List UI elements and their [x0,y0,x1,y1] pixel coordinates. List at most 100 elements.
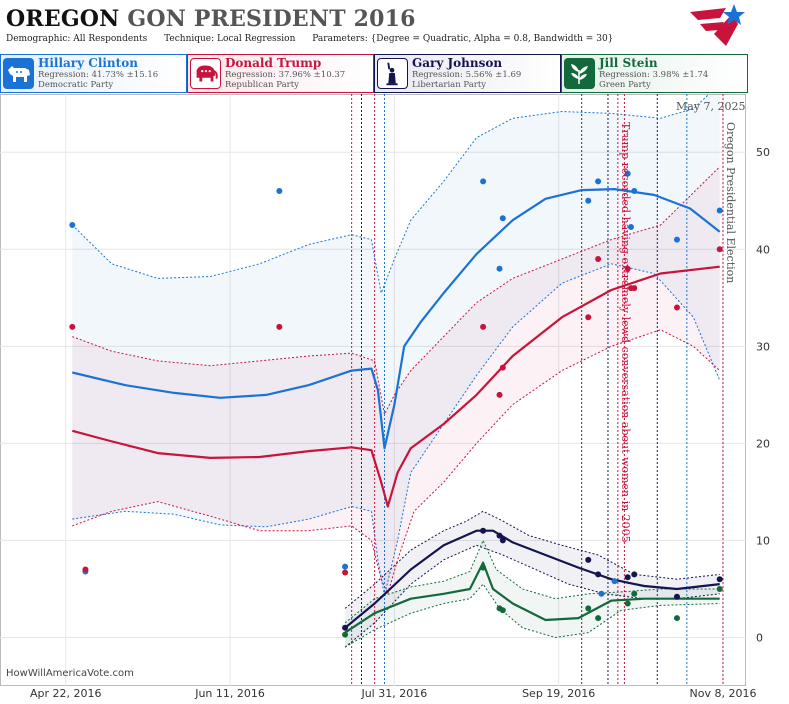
confidence-band [72,94,720,596]
trend-line [72,265,720,508]
poll-point [627,223,634,230]
poll-point [611,578,618,585]
header: OREGON GON PRESIDENT 2016 Demographic: A… [0,0,789,50]
site-footer[interactable]: HowWillAmericaVote.com [6,668,134,679]
upper-bound-line [71,94,710,295]
poll-point [716,585,723,592]
upper-bound-line [344,510,720,609]
poll-point [595,178,602,185]
trend-line [72,187,721,450]
candidate-card-johnson[interactable]: Gary Johnson Regression: 5.56% ±1.69 Lib… [374,54,561,93]
x-tick-label: Nov 8, 2016 [690,687,757,700]
candidate-regression: Regression: 5.56% ±1.69 [412,70,522,80]
confidence-band [345,540,720,648]
poll-point [624,600,631,607]
poll-point [480,564,487,571]
poll-point [585,605,592,612]
poll-point [631,188,638,195]
x-tick-label: Apr 22, 2016 [30,687,102,700]
x-tick-label: Jun 11, 2016 [194,687,265,700]
parameters-line: Demographic: All Respondents Technique: … [6,34,627,44]
x-tick-label: Sep 19, 2016 [522,687,595,700]
candidate-party: Libertarian Party [412,80,487,90]
poll-point [595,615,602,622]
trend-line [344,561,720,634]
candidate-name: Jill Stein [599,56,658,70]
poll-point [585,197,592,204]
poll-point [673,615,680,622]
poll-point [496,265,503,272]
poll-point [69,323,76,330]
candidate-name: Gary Johnson [412,56,503,70]
poll-point [595,571,602,578]
y-tick-label: 20 [756,437,770,450]
state-name: OREGON [6,6,120,32]
candidate-party: Republican Party [225,80,299,90]
site-logo-icon[interactable] [686,2,748,50]
date-stamp: May 7, 2025 [676,100,746,113]
poll-point [595,255,602,262]
candidate-card-stein[interactable]: Jill Stein Regression: 3.98% ±1.74 Green… [561,54,748,93]
y-tick-label: 40 [756,243,770,256]
candidate-regression: Regression: 3.98% ±1.74 [599,70,709,80]
candidate-name: Hillary Clinton [38,56,138,70]
confidence-band [72,166,720,594]
y-tick-label: 30 [756,340,770,353]
y-tick-label: 0 [756,631,763,644]
poll-point [82,566,89,573]
title-rest: GON PRESIDENT 2016 [127,6,416,32]
y-tick-label: 50 [756,146,770,159]
poll-point [631,285,638,292]
poll-point [342,624,349,631]
poll-point [480,323,487,330]
poll-point [496,391,503,398]
poll-point [624,265,631,272]
donkey-icon [3,58,34,89]
x-tick-label: Jul 31, 2016 [360,687,427,700]
leaf-icon [564,58,595,89]
poll-point [499,364,506,371]
poll-point [480,178,487,185]
poll-point [631,571,638,578]
poll-point [673,304,680,311]
liberty-statue-icon [377,58,408,89]
upper-bound-line [344,539,720,624]
poll-point [496,532,503,539]
event-label: Oregon Presidential Election [724,122,737,283]
poll-point [673,593,680,600]
candidate-card-clinton[interactable]: Hillary Clinton Regression: 41.73% ±15.1… [0,54,187,93]
poll-point [480,527,487,534]
parameters-label: Parameters: {Degree = Quadratic, Alpha =… [312,34,614,44]
poll-point [585,556,592,563]
trend-line [344,529,720,629]
poll-point [276,188,283,195]
candidate-card-trump[interactable]: Donald Trump Regression: 37.96% ±10.37 R… [187,54,374,93]
poll-point [631,590,638,597]
poll-point [585,314,592,321]
poll-point [499,537,506,544]
poll-point [673,236,680,243]
candidate-regression: Regression: 41.73% ±15.16 [38,70,159,80]
poll-point [716,576,723,583]
page-title: OREGON GON PRESIDENT 2016 [6,6,416,32]
poll-point [716,246,723,253]
demographic-label: Demographic: All Respondents [6,34,148,44]
y-tick-label: 10 [756,534,770,547]
lower-bound-line [72,329,721,596]
candidate-regression: Regression: 37.96% ±10.37 [225,70,346,80]
poll-chart: 0 10 20 30 40 50 Apr 22, 2016 Jun 11, 2016 Jul 3… [0,94,770,700]
candidate-name: Donald Trump [225,56,322,70]
plot-frame [0,94,746,686]
poll-point [598,590,605,597]
candidate-party: Democratic Party [38,80,114,90]
poll-point [624,170,631,177]
confidence-band [345,511,720,648]
poll-point [342,631,349,638]
poll-point [342,563,349,570]
poll-point [342,569,349,576]
technique-label: Technique: Local Regression [164,34,296,44]
candidate-party: Green Party [599,80,651,90]
poll-point [716,207,723,214]
poll-point [276,323,283,330]
elephant-icon [190,58,221,89]
